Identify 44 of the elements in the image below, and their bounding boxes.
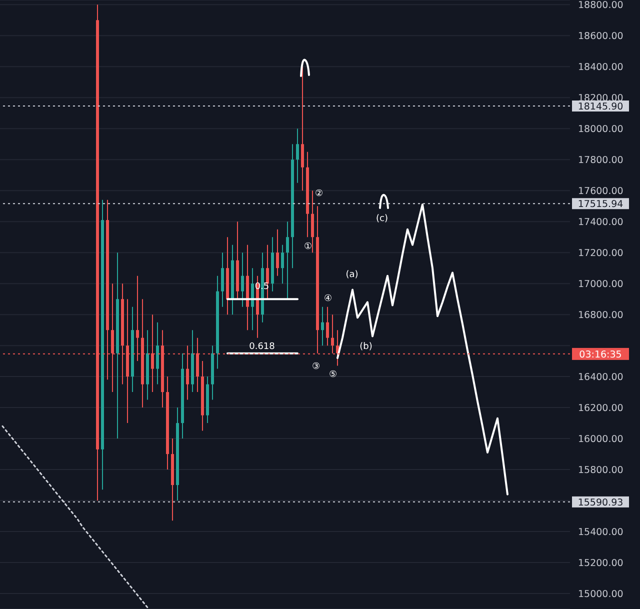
candlestick: [281, 244, 284, 284]
y-tick-label: 17400.00: [578, 216, 624, 228]
candlestick: [286, 221, 289, 300]
annotation: ⑤: [328, 370, 338, 380]
text: 03:16:35: [579, 349, 622, 360]
candlestick: [311, 190, 314, 254]
candlestick: [221, 252, 224, 308]
candlestick: [276, 228, 279, 276]
ref-line-label: 17515.94: [578, 199, 624, 210]
annotation: (b): [360, 342, 372, 352]
candlestick: [241, 252, 244, 308]
annotation: ②: [314, 189, 324, 199]
candlestick: [301, 66, 304, 192]
annotation: ③: [312, 362, 320, 372]
y-tick-label: 17600.00: [578, 186, 624, 197]
candlestick: [296, 128, 299, 184]
line-series: [336, 204, 508, 496]
annotation: 0.618: [249, 342, 276, 352]
annotation: ①: [304, 242, 312, 252]
candlestick: [331, 314, 334, 354]
y-tick-label: 18400.00: [578, 62, 624, 74]
y-tick-label: 15200.00: [578, 558, 624, 569]
ref-line-label: 18145.90: [578, 102, 624, 113]
annotation: (c): [376, 214, 388, 224]
y-tick-label: 17800.00: [578, 154, 624, 166]
annotation: ④: [324, 294, 332, 304]
annotation: (a): [346, 270, 358, 280]
y-tick-label: 18000.00: [578, 124, 624, 135]
candlestick: [326, 306, 329, 346]
y-tick-label: 16200.00: [578, 402, 624, 414]
y-tick-label: 16000.00: [578, 434, 624, 445]
y-tick-label: 15400.00: [578, 526, 624, 538]
y-tick-label: 15000.00: [578, 588, 624, 600]
y-tick-label: 16400.00: [578, 372, 624, 383]
y-tick-label: 18800.00: [578, 0, 624, 12]
y-tick-label: 17200.00: [578, 248, 624, 259]
ref-line-label: 15590.93: [578, 497, 624, 508]
candlestick: [156, 322, 159, 385]
candlestick: [251, 268, 254, 331]
y-tick-label: 17000.00: [578, 278, 624, 290]
y-tick-label: 16800.00: [578, 310, 624, 321]
y-tick-label: 18600.00: [578, 31, 624, 42]
y-tick-label: 15800.00: [578, 464, 624, 476]
candlestick: [321, 306, 324, 346]
